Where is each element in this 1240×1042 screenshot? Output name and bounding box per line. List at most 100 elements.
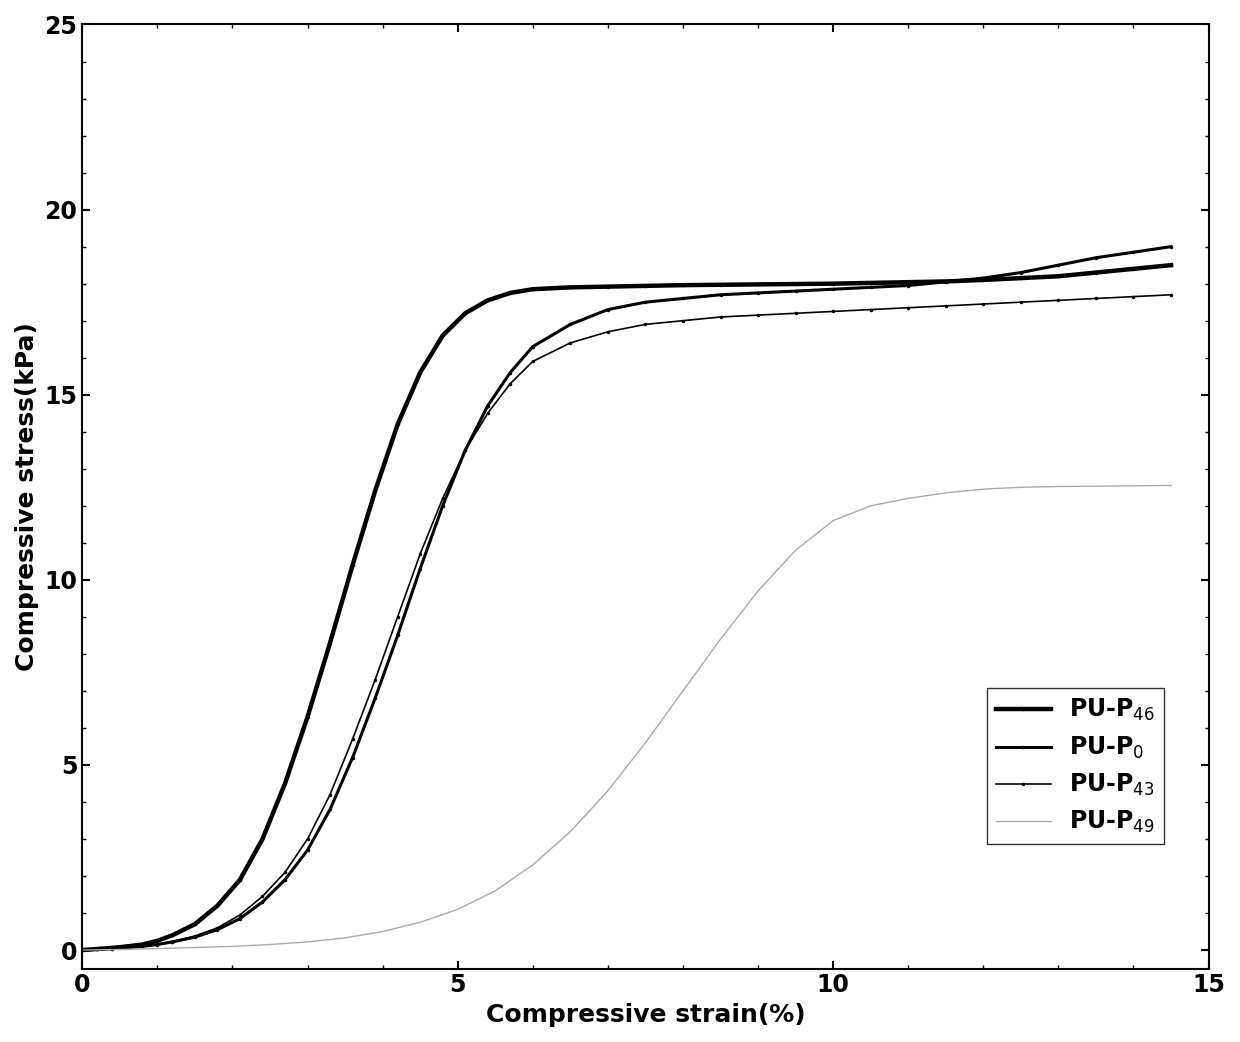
PU-P$_{43}$ bbox=[413, 548, 428, 561]
PU-P$_0$ bbox=[526, 341, 541, 353]
Y-axis label: Compressive stress(kPa): Compressive stress(kPa) bbox=[15, 322, 38, 671]
PU-P$_{43}$ bbox=[345, 733, 360, 745]
PU-P$_0$ bbox=[435, 499, 450, 512]
PU-P$_0$ bbox=[1089, 251, 1104, 264]
PU-P$_{46}$ bbox=[1163, 258, 1178, 271]
PU-P$_{49}$ bbox=[337, 932, 352, 944]
Line: PU-P$_0$: PU-P$_0$ bbox=[81, 245, 1173, 952]
PU-P$_{46}$ bbox=[900, 276, 915, 289]
PU-P$_{43}$ bbox=[976, 298, 991, 311]
PU-P$_{49}$ bbox=[526, 859, 541, 871]
PU-P$_0$ bbox=[278, 873, 293, 886]
PU-P$_{46}$ bbox=[89, 943, 104, 956]
PU-P$_0$ bbox=[863, 281, 878, 294]
PU-P$_0$ bbox=[1052, 258, 1066, 271]
PU-P$_{46}$ bbox=[976, 274, 991, 287]
PU-P$_{43}$ bbox=[233, 909, 248, 921]
PU-P$_0$ bbox=[563, 318, 578, 330]
PU-P$_{49}$ bbox=[150, 942, 165, 954]
PU-P$_{46}$ bbox=[863, 277, 878, 290]
PU-P$_0$ bbox=[1163, 241, 1178, 253]
PU-P$_{46}$ bbox=[413, 367, 428, 379]
PU-P$_{49}$ bbox=[450, 903, 465, 916]
PU-P$_{46}$ bbox=[563, 281, 578, 294]
PU-P$_{43}$ bbox=[563, 337, 578, 349]
PU-P$_{49}$ bbox=[900, 492, 915, 504]
PU-P$_{49}$ bbox=[750, 585, 765, 597]
PU-P$_0$ bbox=[345, 751, 360, 764]
PU-P$_0$ bbox=[600, 303, 615, 316]
PU-P$_{46}$ bbox=[600, 280, 615, 293]
PU-P$_{46}$ bbox=[676, 279, 691, 292]
PU-P$_{43}$ bbox=[1126, 291, 1141, 303]
PU-P$_{46}$ bbox=[255, 833, 270, 845]
PU-P$_{43}$ bbox=[750, 308, 765, 321]
Line: PU-P$_{43}$: PU-P$_{43}$ bbox=[81, 293, 1173, 952]
PU-P$_{46}$ bbox=[120, 940, 135, 952]
PU-P$_{46}$ bbox=[278, 777, 293, 790]
PU-P$_{46}$ bbox=[458, 307, 472, 320]
PU-P$_0$ bbox=[789, 284, 804, 297]
PU-P$_0$ bbox=[105, 942, 120, 954]
PU-P$_{49}$ bbox=[413, 916, 428, 928]
PU-P$_{43}$ bbox=[105, 942, 120, 954]
PU-P$_0$ bbox=[255, 896, 270, 909]
PU-P$_{49}$ bbox=[826, 515, 841, 527]
PU-P$_0$ bbox=[1126, 246, 1141, 258]
PU-P$_{46}$ bbox=[150, 935, 165, 947]
PU-P$_0$ bbox=[391, 629, 405, 642]
PU-P$_{43}$ bbox=[1089, 292, 1104, 304]
PU-P$_{43}$ bbox=[89, 943, 104, 956]
PU-P$_{46}$ bbox=[135, 938, 150, 950]
PU-P$_{46}$ bbox=[345, 559, 360, 571]
PU-P$_{49}$ bbox=[563, 825, 578, 838]
PU-P$_0$ bbox=[939, 275, 954, 288]
PU-P$_{46}$ bbox=[1126, 263, 1141, 275]
PU-P$_{49}$ bbox=[976, 482, 991, 495]
PU-P$_{46}$ bbox=[1089, 267, 1104, 279]
PU-P$_0$ bbox=[639, 296, 653, 308]
PU-P$_{43}$ bbox=[639, 318, 653, 330]
PU-P$_{43}$ bbox=[165, 936, 180, 948]
PU-P$_0$ bbox=[503, 367, 518, 379]
PU-P$_{43}$ bbox=[210, 921, 224, 934]
PU-P$_0$ bbox=[120, 941, 135, 953]
PU-P$_{49}$ bbox=[487, 885, 502, 897]
PU-P$_{43}$ bbox=[150, 938, 165, 950]
PU-P$_{43}$ bbox=[391, 611, 405, 623]
PU-P$_{43}$ bbox=[713, 311, 728, 323]
Line: PU-P$_{46}$: PU-P$_{46}$ bbox=[81, 263, 1173, 952]
PU-P$_{46}$ bbox=[300, 711, 315, 723]
PU-P$_0$ bbox=[750, 287, 765, 299]
PU-P$_{43}$ bbox=[458, 444, 472, 456]
PU-P$_{46}$ bbox=[435, 329, 450, 342]
PU-P$_{43}$ bbox=[1013, 296, 1028, 308]
PU-P$_{49}$ bbox=[376, 925, 391, 938]
PU-P$_0$ bbox=[165, 936, 180, 948]
PU-P$_{49}$ bbox=[713, 632, 728, 645]
PU-P$_{43}$ bbox=[1163, 289, 1178, 301]
PU-P$_{49}$ bbox=[600, 785, 615, 797]
PU-P$_0$ bbox=[74, 944, 89, 957]
PU-P$_{49}$ bbox=[676, 685, 691, 697]
Legend: PU-P$_{46}$, PU-P$_0$, PU-P$_{43}$, PU-P$_{49}$: PU-P$_{46}$, PU-P$_0$, PU-P$_{43}$, PU-P… bbox=[987, 689, 1163, 844]
PU-P$_{49}$ bbox=[939, 487, 954, 499]
PU-P$_{46}$ bbox=[826, 277, 841, 290]
PU-P$_{46}$ bbox=[1013, 272, 1028, 284]
PU-P$_{43}$ bbox=[676, 315, 691, 327]
PU-P$_{46}$ bbox=[939, 275, 954, 288]
PU-P$_{43}$ bbox=[135, 940, 150, 952]
PU-P$_{46}$ bbox=[750, 278, 765, 291]
PU-P$_{43}$ bbox=[120, 941, 135, 953]
PU-P$_{43}$ bbox=[255, 890, 270, 902]
PU-P$_0$ bbox=[976, 272, 991, 284]
PU-P$_{46}$ bbox=[480, 294, 495, 306]
PU-P$_{46}$ bbox=[713, 278, 728, 291]
PU-P$_{43}$ bbox=[322, 789, 337, 801]
PU-P$_0$ bbox=[210, 923, 224, 936]
PU-P$_0$ bbox=[368, 692, 383, 704]
PU-P$_0$ bbox=[458, 444, 472, 456]
PU-P$_{46}$ bbox=[74, 944, 89, 957]
PU-P$_{43}$ bbox=[526, 355, 541, 368]
PU-P$_{43}$ bbox=[863, 303, 878, 316]
